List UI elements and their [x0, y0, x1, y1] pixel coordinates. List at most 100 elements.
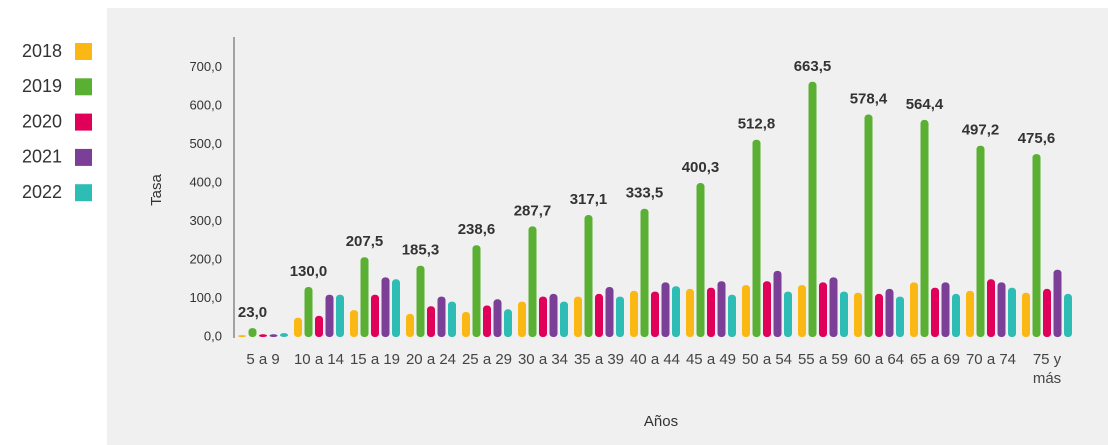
bar: [269, 334, 278, 337]
bar: [773, 270, 782, 337]
bar: [686, 288, 694, 337]
legend-swatch: [75, 148, 92, 166]
data-label: 207,5: [346, 233, 384, 250]
bar: [549, 293, 558, 337]
bar: [640, 208, 649, 337]
bar: [350, 310, 358, 337]
y-tick-label: 100,0: [189, 290, 222, 305]
bar: [584, 215, 593, 337]
x-tick-label: 45 a 49: [685, 351, 737, 368]
bar: [997, 282, 1006, 337]
bar: [315, 315, 323, 337]
bar: [336, 294, 344, 337]
bar: [1064, 293, 1072, 337]
bar: [381, 277, 390, 337]
bar: [752, 139, 761, 337]
legend-swatch: [75, 113, 92, 131]
x-tick-label: 75 y más: [1032, 351, 1062, 387]
bar: [616, 296, 624, 337]
bar: [560, 301, 568, 337]
y-tick-label: 300,0: [189, 213, 222, 228]
x-tick-label: 40 a 44: [629, 351, 681, 368]
bar: [952, 293, 960, 337]
bar: [728, 294, 736, 337]
x-tick-label: 15 a 19: [349, 351, 401, 368]
bar: [518, 301, 526, 337]
x-tick-label: 20 a 24: [405, 351, 457, 368]
data-label: 238,6: [458, 221, 496, 238]
x-tick-label: 60 a 64: [853, 351, 905, 368]
bar: [840, 291, 848, 337]
y-tick-label: 200,0: [189, 252, 222, 267]
bar: [371, 294, 379, 337]
bar: [406, 313, 414, 337]
data-label: 287,7: [514, 202, 552, 219]
legend-label: 2022: [22, 182, 62, 202]
bar: [707, 287, 715, 337]
bar: [630, 290, 638, 337]
bar: [696, 183, 705, 337]
data-label: 564,4: [906, 96, 944, 113]
bar: [742, 285, 750, 337]
bar: [896, 296, 904, 337]
bar: [325, 294, 334, 337]
data-label: 400,3: [682, 159, 720, 176]
legend-label: 2021: [22, 147, 62, 167]
bar: [829, 277, 838, 337]
bar: [661, 282, 670, 337]
legend-label: 2019: [22, 76, 62, 96]
bar: [885, 288, 894, 337]
bar: [819, 282, 827, 337]
y-tick-label: 0,0: [204, 328, 222, 343]
x-tick-label: 50 a 54: [741, 351, 793, 368]
x-tick-label: 10 a 14: [293, 351, 345, 368]
y-tick-label: 700,0: [189, 59, 222, 74]
bar: [427, 306, 435, 337]
bar: [360, 257, 369, 337]
bar: [437, 296, 446, 337]
data-label: 578,4: [850, 91, 888, 108]
bar: [605, 287, 614, 337]
data-label: 512,8: [738, 116, 776, 133]
legend-swatch: [75, 184, 92, 202]
bar: [462, 312, 470, 337]
bar: [248, 328, 257, 337]
y-tick-label: 600,0: [189, 98, 222, 113]
bar: [528, 226, 537, 337]
x-tick-label: 35 a 39: [573, 351, 625, 368]
bar: [1043, 288, 1051, 337]
bar: [493, 299, 502, 337]
bar: [1008, 287, 1016, 337]
x-tick-label: 5 a 9: [246, 351, 280, 368]
bar: [763, 281, 771, 337]
bar: [976, 145, 985, 337]
y-tick-label: 400,0: [189, 175, 222, 190]
legend-label: 2020: [22, 111, 62, 131]
bar: [987, 279, 995, 337]
data-label: 475,6: [1018, 130, 1056, 147]
bar: [808, 81, 817, 337]
bar: [864, 114, 873, 338]
bar: [304, 287, 313, 337]
bar: [472, 245, 481, 337]
x-tick-label: 65 a 69: [909, 351, 961, 368]
bar: [784, 291, 792, 337]
bar: [539, 296, 547, 337]
bar: [931, 287, 939, 337]
legend-swatch: [75, 78, 92, 96]
x-tick-label: 70 a 74: [965, 351, 1017, 368]
bar: [448, 301, 456, 337]
data-label: 497,2: [962, 122, 1000, 139]
bar: [294, 317, 302, 337]
data-label: 317,1: [570, 191, 608, 208]
legend-label: 2018: [22, 41, 62, 61]
x-tick-label: 30 a 34: [517, 351, 569, 368]
x-tick-label: 25 a 29: [461, 351, 513, 368]
x-axis-title: Años: [644, 413, 678, 430]
bar: [416, 265, 425, 337]
bar: [966, 290, 974, 337]
bar: [717, 281, 726, 337]
x-tick-label: 55 a 59: [797, 351, 849, 368]
